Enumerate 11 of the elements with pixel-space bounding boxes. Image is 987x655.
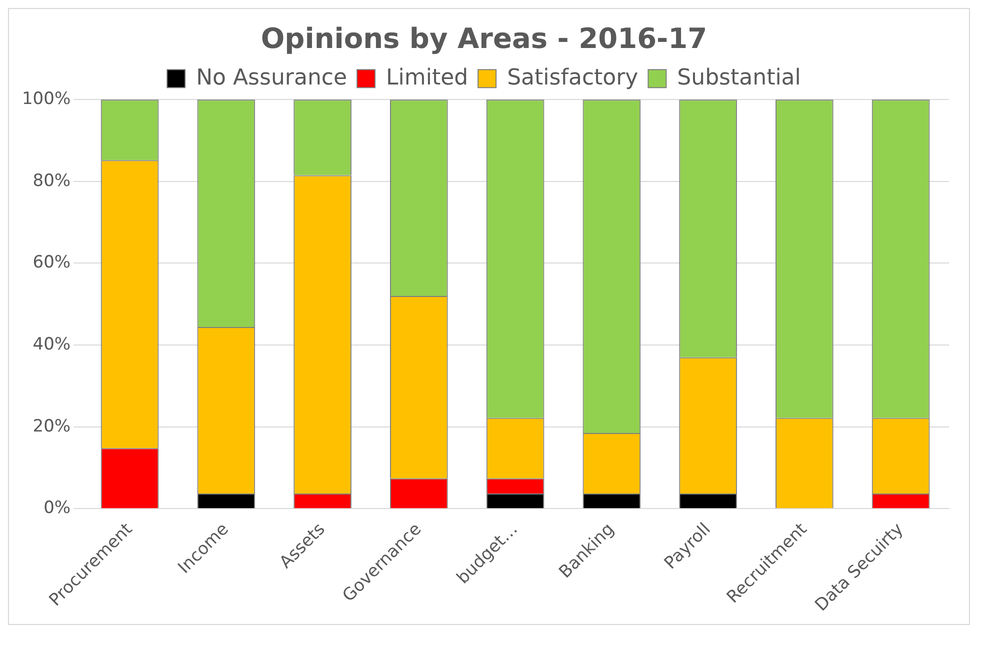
y-tick-label: 60% [32,252,71,273]
y-tick-label: 0% [44,498,71,518]
y-tick-label: 80% [32,170,71,191]
y-tick-label: 100% [22,89,71,110]
legend-label: Limited [386,65,468,90]
legend-label: Satisfactory [507,65,638,90]
y-tick-label: 20% [32,416,71,436]
legend-label: Substantial [677,65,801,90]
legend-label: No Assurance [196,65,348,90]
chart-title: Opinions by Areas - 2016-17 [260,22,708,56]
y-tick-label: 40% [32,334,71,354]
